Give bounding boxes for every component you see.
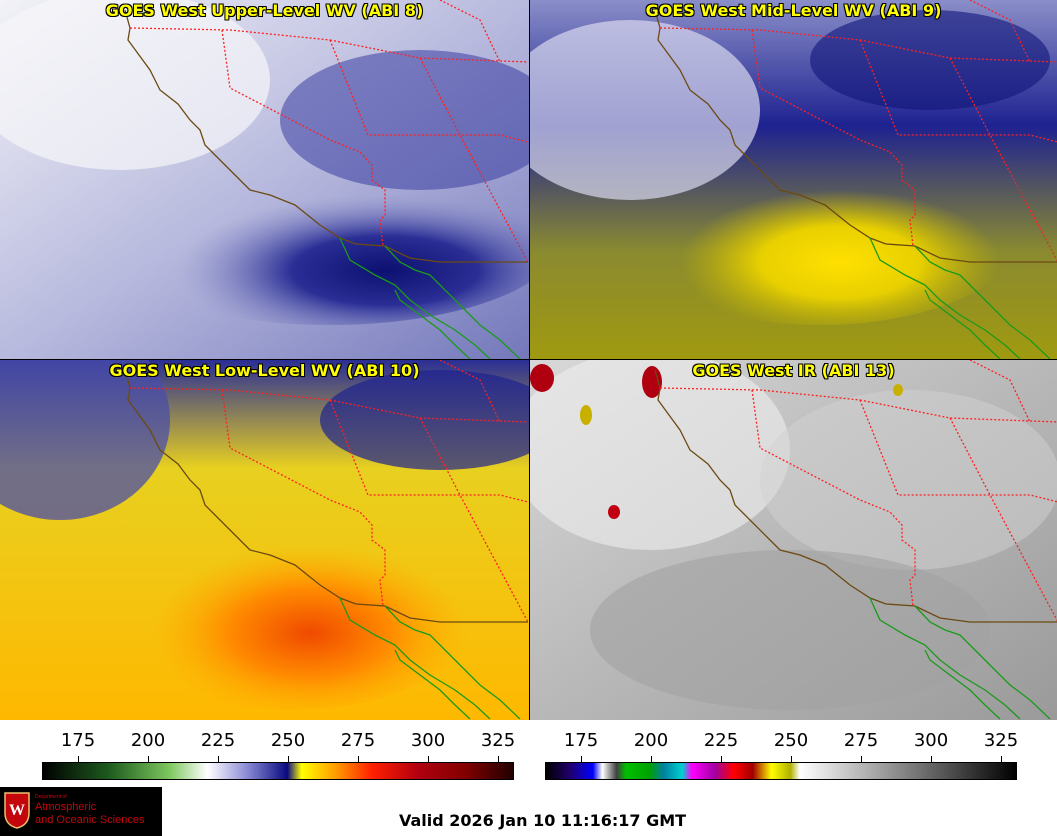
colorbar-tick — [288, 756, 289, 762]
colorbar-tick — [861, 756, 862, 762]
state-border — [221, 389, 386, 607]
map-overlay — [654, 0, 1057, 359]
coastline — [654, 9, 887, 245]
map-mid-level-wv — [530, 0, 1057, 359]
colorbar-tick — [1001, 756, 1002, 762]
state-border — [949, 57, 1057, 262]
panel-divider-horizontal — [0, 359, 1057, 360]
panel-title: GOES West Mid-Level WV (ABI 9) — [645, 1, 942, 20]
colorbar-tick — [791, 756, 792, 762]
colorbar-tick-label: 175 — [563, 730, 599, 751]
svg-text:W: W — [9, 802, 25, 819]
colorbar-tick-label: 225 — [703, 730, 739, 751]
map-ir — [530, 360, 1057, 720]
state-border — [859, 39, 1057, 143]
panel-ir: GOES West IR (ABI 13) — [530, 360, 1057, 720]
valid-time: Valid 2026 Jan 10 11:16:17 GMT — [398, 811, 687, 830]
colorbar-infrared: 175 200 225 250 275 300 325 — [545, 730, 1019, 782]
coastline — [654, 369, 887, 605]
colorbar-tick — [651, 756, 652, 762]
map-overlay — [124, 360, 529, 720]
mexico-coastline — [914, 245, 1051, 359]
mexico-coastline — [924, 289, 1001, 359]
state-border — [419, 417, 529, 623]
map-low-level-wv — [0, 360, 529, 720]
state-border — [419, 57, 529, 263]
colorbar-tick-label: 275 — [340, 730, 376, 751]
mexico-coastline — [339, 237, 491, 359]
state-border — [659, 27, 861, 41]
state-border — [329, 399, 529, 503]
colorbar-tick — [358, 756, 359, 762]
mexico-coastline — [924, 649, 1001, 720]
panel-low-level-wv: GOES West Low-Level WV (ABI 10) — [0, 360, 529, 720]
state-border — [859, 399, 1057, 503]
panel-divider-vertical — [529, 0, 530, 720]
state-border — [751, 29, 916, 247]
state-border — [221, 29, 386, 247]
colorbar-gradient — [545, 762, 1017, 780]
colorbar-tick-label: 200 — [633, 730, 669, 751]
colorbar-tick — [78, 756, 79, 762]
colorbar-tick-label: 250 — [270, 730, 306, 751]
logo-name: Atmospheric and Oceanic Sciences — [35, 801, 145, 826]
panel-title: GOES West Low-Level WV (ABI 10) — [109, 361, 420, 380]
colorbar-tick-label: 300 — [913, 730, 949, 751]
coastline — [124, 9, 357, 245]
colorbar-tick — [218, 756, 219, 762]
mexico-coastline — [384, 245, 521, 359]
colorbar-tick-label: 200 — [130, 730, 166, 751]
colorbar-tick — [428, 756, 429, 762]
mexico-coastline — [394, 649, 471, 720]
colorbar-tick — [498, 756, 499, 762]
colorbar-tick — [721, 756, 722, 762]
state-border — [969, 360, 1031, 423]
cold-cloud-tops — [530, 364, 903, 519]
state-border — [439, 360, 501, 423]
map-overlay — [124, 0, 529, 359]
colorbar-water-vapor: 175 200 225 250 275 300 325 — [42, 730, 516, 782]
map-overlay — [654, 360, 1057, 720]
aos-logo: W Department of Atmospheric and Oceanic S… — [0, 787, 162, 836]
colorbar-tick — [581, 756, 582, 762]
colorbar-tick-label: 325 — [983, 730, 1019, 751]
panel-title: GOES West IR (ABI 13) — [692, 361, 895, 380]
state-border — [439, 0, 501, 63]
mexico-coastline — [384, 605, 521, 720]
colorbar-tick-label: 250 — [773, 730, 809, 751]
mexico-coastline — [339, 597, 491, 720]
state-border — [329, 39, 529, 143]
coastline — [124, 369, 357, 605]
colorbar-tick-label: 275 — [843, 730, 879, 751]
colorbar-gradient — [42, 762, 514, 780]
colorbar-tick-label: 300 — [410, 730, 446, 751]
colorbar-tick — [148, 756, 149, 762]
colorbar-tick-label: 225 — [200, 730, 236, 751]
mexico-coastline — [869, 597, 1021, 720]
panel-title: GOES West Upper-Level WV (ABI 8) — [105, 1, 424, 20]
state-border — [949, 417, 1057, 622]
colorbar-tick-label: 325 — [480, 730, 516, 751]
state-border — [129, 27, 331, 41]
colorbar-tick-label: 175 — [60, 730, 96, 751]
logo-dept: Department of — [35, 794, 67, 800]
panel-mid-level-wv: GOES West Mid-Level WV (ABI 9) — [530, 0, 1057, 359]
uw-crest-icon: W — [4, 792, 30, 829]
state-border — [129, 387, 331, 401]
state-border — [751, 389, 916, 607]
panel-upper-level-wv: GOES West Upper-Level WV (ABI 8) — [0, 0, 529, 359]
mexico-coastline — [394, 289, 471, 359]
map-upper-level-wv — [0, 0, 529, 359]
mexico-coastline — [914, 605, 1051, 720]
state-border — [969, 0, 1031, 63]
colorbar-tick — [931, 756, 932, 762]
state-border — [659, 387, 861, 401]
mexico-coastline — [869, 237, 1021, 359]
